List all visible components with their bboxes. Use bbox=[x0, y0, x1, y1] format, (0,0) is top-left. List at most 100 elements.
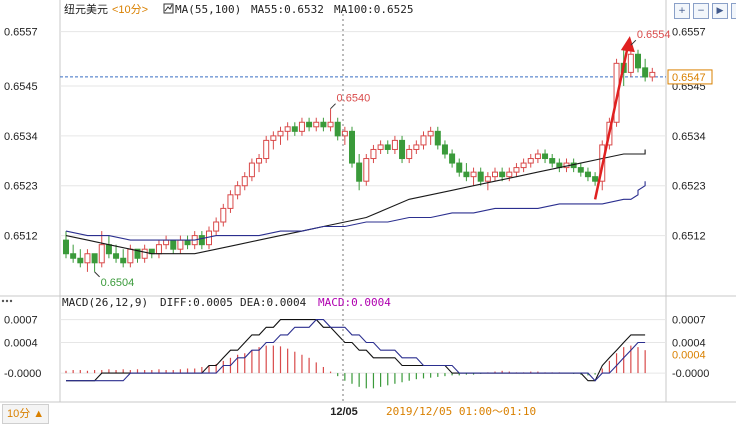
candle-body bbox=[327, 121, 334, 128]
candle-body bbox=[334, 121, 341, 137]
candle-body bbox=[284, 126, 291, 132]
candle-body bbox=[91, 253, 98, 264]
candle-body bbox=[263, 139, 270, 160]
candle-body bbox=[141, 248, 148, 259]
ma100-value: MA100:0.6525 bbox=[334, 3, 413, 16]
price-tick-left: 0.6523 bbox=[4, 181, 38, 193]
candle-body bbox=[63, 239, 69, 255]
candle-body bbox=[349, 130, 355, 164]
grid bbox=[60, 31, 666, 237]
candle-body bbox=[163, 239, 170, 246]
candle-body bbox=[270, 135, 277, 141]
candle-body bbox=[198, 235, 205, 246]
price-tick-left: 0.6534 bbox=[4, 131, 38, 143]
price-annotation: 0.6540 bbox=[337, 93, 371, 105]
candle-body bbox=[391, 139, 398, 150]
ma55-value: MA55:0.6532 bbox=[251, 3, 324, 16]
ma-label: MA(55,100) bbox=[175, 3, 241, 16]
annotation-leader bbox=[630, 39, 637, 46]
price-tick-right: 0.6557 bbox=[672, 27, 706, 39]
candle-body bbox=[520, 162, 527, 169]
price-tick-left: 0.6545 bbox=[4, 81, 38, 93]
candle-body bbox=[420, 135, 427, 146]
cursor-time: 2019/12/05 01:00～01:10 bbox=[386, 405, 536, 418]
macd-tick-left: -0.0000 bbox=[4, 368, 41, 380]
candle-body bbox=[484, 176, 491, 182]
annotations: 0.6540 0.6504 0.6554 bbox=[94, 29, 671, 289]
close-icon[interactable]: × bbox=[731, 3, 736, 19]
timeframe-button[interactable]: 10分 ▲ bbox=[2, 404, 50, 424]
candle-body bbox=[627, 53, 634, 73]
candle-body bbox=[384, 144, 391, 150]
trend-arrow bbox=[593, 45, 630, 200]
macd-current-label: 0.0004 bbox=[672, 350, 706, 362]
macd-tick-left: 0.0004 bbox=[4, 338, 38, 350]
macd-tick-left: 0.0007 bbox=[4, 315, 38, 327]
candle-body bbox=[213, 221, 220, 232]
ma-icon bbox=[163, 3, 174, 14]
candle-body bbox=[413, 144, 420, 150]
price-tick-right: 0.6534 bbox=[672, 131, 706, 143]
candle-body bbox=[120, 257, 127, 264]
dea-value: DEA:0.0004 bbox=[240, 296, 307, 309]
macd-label: MACD(26,12,9) bbox=[62, 296, 148, 309]
candle-body bbox=[84, 253, 91, 264]
candle-body bbox=[506, 171, 513, 178]
candle-body bbox=[527, 158, 534, 164]
price-tick-left: 0.6512 bbox=[4, 231, 38, 243]
zoom-out-icon[interactable]: − bbox=[693, 3, 709, 19]
candle-body bbox=[356, 162, 363, 182]
candle-body bbox=[105, 244, 112, 255]
candle-body bbox=[127, 248, 134, 264]
candle-body bbox=[256, 158, 263, 164]
candle-body bbox=[134, 248, 141, 259]
diff-line bbox=[66, 319, 646, 382]
macd-tick-right: 0.0004 bbox=[672, 338, 706, 350]
candle-body bbox=[434, 130, 441, 146]
zoom-in-icon[interactable]: + bbox=[674, 3, 690, 19]
candle-body bbox=[248, 162, 255, 178]
candle-body bbox=[306, 121, 313, 128]
candle-body bbox=[427, 130, 434, 137]
candle-body bbox=[399, 139, 406, 160]
candle-body bbox=[370, 148, 377, 160]
candle-body bbox=[277, 130, 284, 137]
play-icon[interactable]: ▶ bbox=[712, 3, 728, 19]
candle-body bbox=[155, 244, 162, 255]
candle-body bbox=[320, 121, 327, 128]
candle-body bbox=[234, 185, 241, 196]
annotation-leader bbox=[94, 271, 100, 278]
macd-grid bbox=[60, 319, 666, 374]
date-tick: 12/05 bbox=[330, 406, 358, 418]
candle-body bbox=[98, 244, 105, 264]
candle-body bbox=[227, 194, 234, 209]
candle-body bbox=[534, 153, 541, 160]
ma55-line bbox=[65, 149, 646, 255]
candle-body bbox=[291, 126, 298, 132]
price-tick-left: 0.6557 bbox=[4, 27, 38, 39]
macd-layer bbox=[65, 319, 646, 389]
candle-body bbox=[406, 148, 413, 160]
candle-body bbox=[177, 239, 184, 250]
candle-body bbox=[649, 71, 656, 78]
candle-body bbox=[542, 153, 549, 160]
candle-body bbox=[298, 121, 305, 132]
symbol-name: 纽元美元 bbox=[64, 2, 108, 16]
macd-tick-right: -0.0000 bbox=[672, 368, 709, 380]
candle-body bbox=[492, 171, 498, 178]
ma-lines bbox=[65, 149, 646, 255]
candle-body bbox=[363, 158, 370, 182]
ma-icon-glyph bbox=[164, 4, 173, 12]
price-tick-right: 0.6523 bbox=[672, 181, 706, 193]
candle-body bbox=[477, 171, 484, 182]
candle-body bbox=[470, 171, 477, 178]
candle-body bbox=[456, 162, 463, 173]
candle-body bbox=[635, 53, 641, 69]
candle-body bbox=[184, 239, 191, 246]
candle-body bbox=[170, 239, 177, 250]
candle-body bbox=[549, 158, 556, 164]
dea-line bbox=[66, 319, 646, 382]
